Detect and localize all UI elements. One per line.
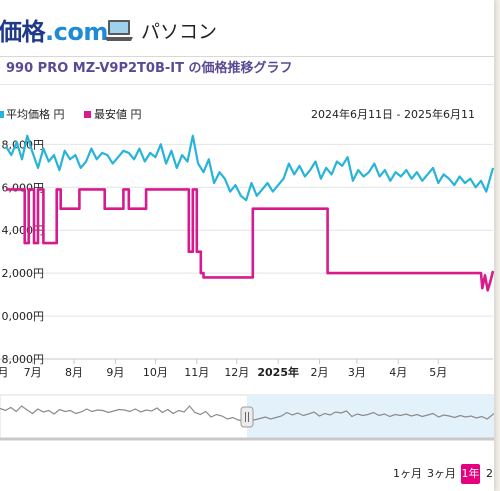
laptop-icon <box>105 20 133 41</box>
range-button-2-years[interactable]: 2 <box>486 467 493 480</box>
title-divider <box>0 84 494 85</box>
x-tick-label: 9月 <box>106 366 124 379</box>
y-tick-label: 2,000円 <box>2 267 45 280</box>
legend-min-swatch <box>84 111 91 118</box>
x-tick-label: 2月 <box>311 366 329 379</box>
x-tick-label: 7月 <box>24 366 42 379</box>
header-divider <box>0 56 494 57</box>
x-tick-label: 8月 <box>65 366 83 379</box>
date-range-label: 2024年6月11日 - 2025年6月11 <box>311 108 475 121</box>
navigator-handle[interactable] <box>240 406 254 428</box>
x-tick-label: 10月 <box>143 366 168 379</box>
x-tick-label: 5月 <box>429 366 447 379</box>
x-tick-label: 3月 <box>348 366 366 379</box>
logo-com: .com <box>45 18 108 46</box>
site-logo[interactable]: 価格.com <box>0 17 108 47</box>
y-tick-label: 8,000円 <box>2 138 45 151</box>
series-line-average <box>5 134 494 202</box>
chart-title: 990 PRO MZ-V9P2T0B-IT の価格推移グラフ <box>6 61 293 76</box>
y-tick-label: 8,000円 <box>2 353 45 366</box>
series-line-lowest <box>6 188 494 292</box>
range-button-1-month[interactable]: 1ヶ月 <box>393 467 422 480</box>
legend-min-label[interactable]: 最安値 円 <box>94 108 142 121</box>
legend-avg-swatch <box>0 111 4 118</box>
y-tick-label: 0,000円 <box>2 310 45 323</box>
logo-brand: 価格 <box>0 18 46 46</box>
x-tick-label: 11月 <box>184 366 209 379</box>
category-link[interactable]: パソコン <box>141 21 218 43</box>
x-tick-label: 月 <box>0 366 9 379</box>
x-tick-label: 4月 <box>389 366 407 379</box>
range-button-3-months[interactable]: 3ヶ月 <box>427 467 456 480</box>
x-tick-label: 12月 <box>224 366 249 379</box>
legend-avg-label[interactable]: 平均価格 円 <box>6 108 65 121</box>
range-button-1-year[interactable]: 1年 <box>461 464 480 484</box>
x-tick-label: 2025年 <box>257 365 299 379</box>
